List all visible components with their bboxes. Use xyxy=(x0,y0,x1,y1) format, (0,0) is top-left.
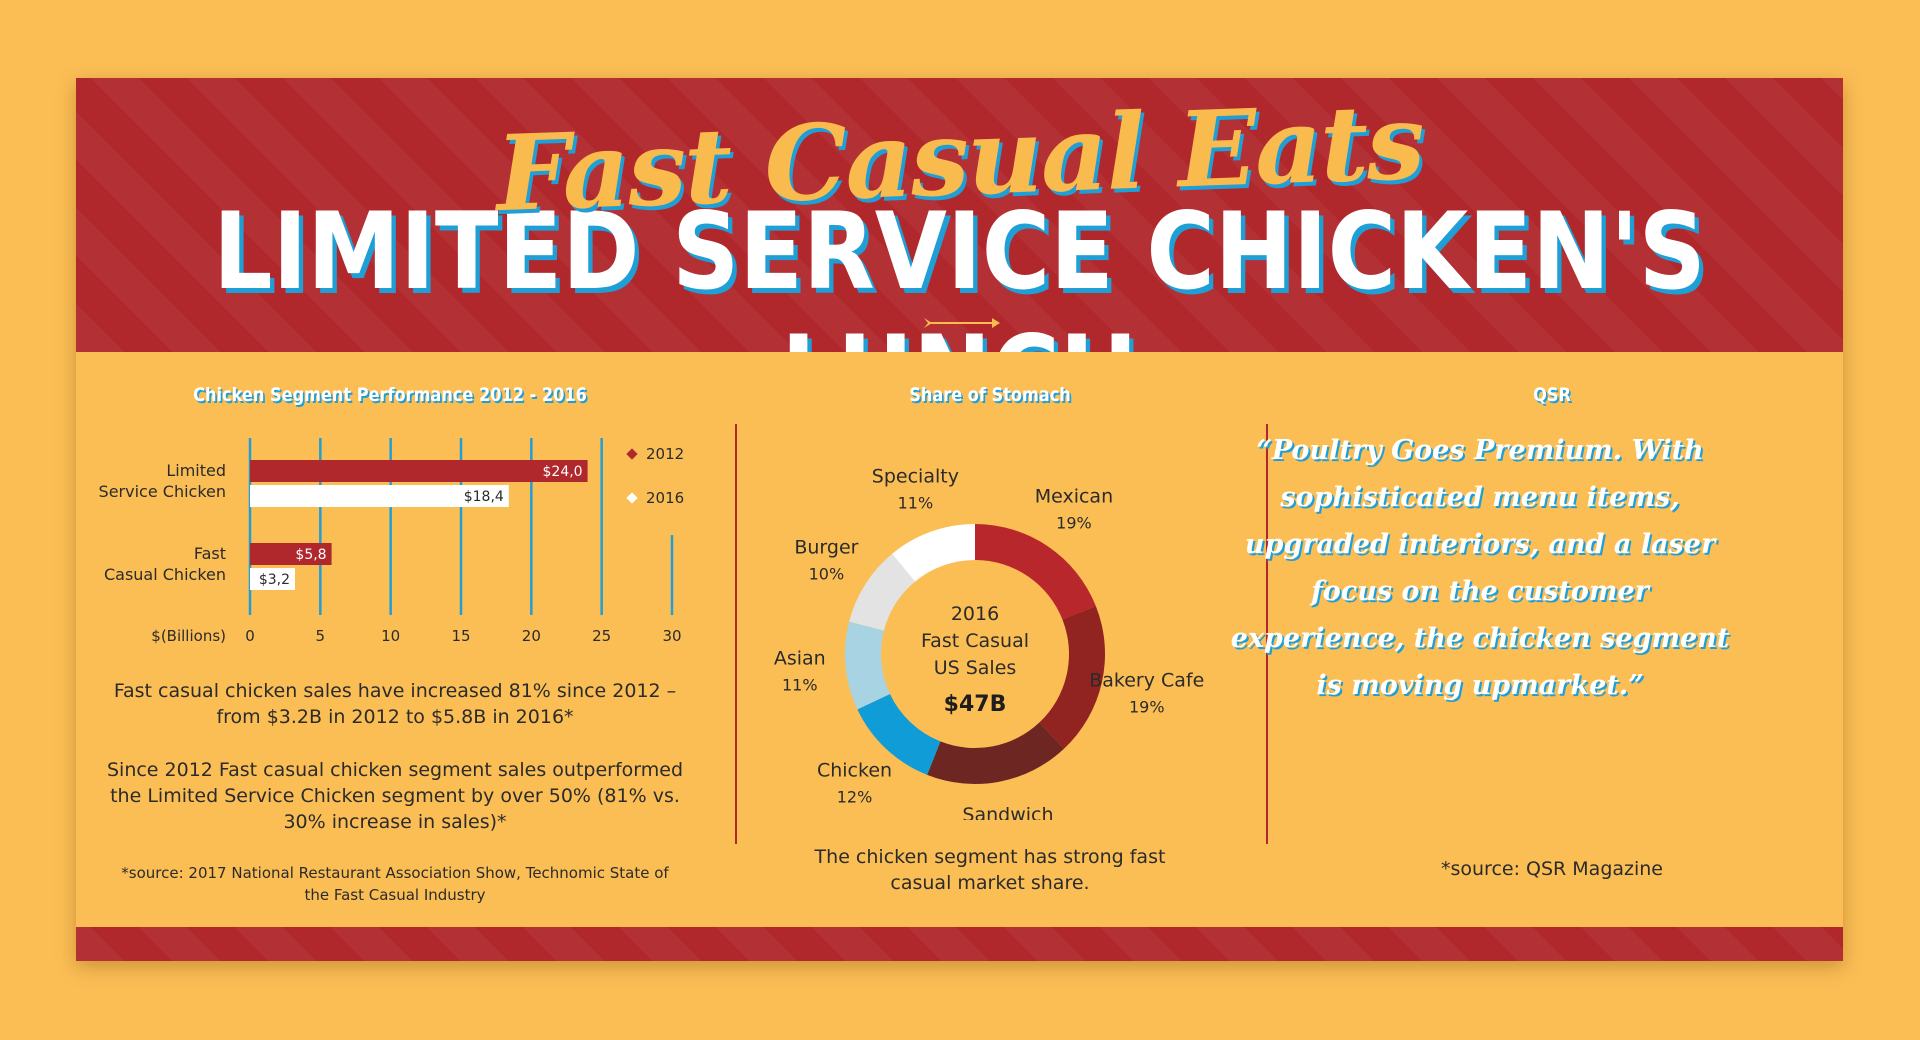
slice-label: Burger xyxy=(794,537,858,559)
legend-label: 2016 xyxy=(646,489,684,507)
donut-slice xyxy=(849,553,916,631)
header-banner: Fast Casual Eats LIMITED SERVICE CHICKEN… xyxy=(76,78,1843,352)
donut-center-value: $47B xyxy=(944,692,1007,717)
middle-caption: The chicken segment has strong fast casu… xyxy=(814,846,1166,894)
right-source: *source: QSR Magazine xyxy=(1440,858,1664,880)
bar-data-label: $3,2 xyxy=(259,572,290,588)
slice-percent: 10% xyxy=(809,565,845,584)
slice-label: Chicken xyxy=(817,759,892,781)
category-label: Limited xyxy=(166,461,226,480)
donut-center-label: US Sales xyxy=(934,657,1017,679)
footer-band xyxy=(76,927,1843,961)
slice-percent: 19% xyxy=(1129,697,1165,716)
legend-label: 2012 xyxy=(646,445,684,463)
x-tick-label: 20 xyxy=(522,627,541,645)
category-label: Fast xyxy=(194,544,226,563)
bar-data-label: $5,8 xyxy=(295,547,326,563)
category-label: Service Chicken xyxy=(99,482,226,501)
slice-label: Specialty xyxy=(872,465,959,487)
bar-2016 xyxy=(250,568,296,590)
donut-slice xyxy=(845,621,890,710)
left-text-1: Fast casual chicken sales have increased… xyxy=(113,680,677,728)
bar-2016 xyxy=(250,485,509,507)
donut-chart-title: Share of Stomach xyxy=(909,384,1071,406)
x-tick-label: 30 xyxy=(662,627,681,645)
divider-left xyxy=(735,424,737,844)
donut-slice xyxy=(1039,606,1105,749)
x-tick-label: 15 xyxy=(451,627,470,645)
x-tick-label: 10 xyxy=(381,627,400,645)
donut-slice xyxy=(892,524,975,582)
donut-center-label: 2016 xyxy=(951,603,999,625)
legend-marker xyxy=(626,448,638,460)
bar-2012 xyxy=(250,543,332,565)
left-text-2: Since 2012 Fast casual chicken segment s… xyxy=(106,759,684,833)
arrow-icon xyxy=(924,318,1000,328)
divider-right xyxy=(1266,424,1268,844)
slice-percent: 19% xyxy=(1056,513,1092,532)
qsr-quote: “Poultry Goes Premium. With sophisticate… xyxy=(1230,435,1730,701)
bar-chart-title: Chicken Segment Performance 2012 - 2016 xyxy=(193,384,587,406)
infographic-card: Fast Casual Eats LIMITED SERVICE CHICKEN… xyxy=(76,78,1843,961)
slice-percent: 12% xyxy=(837,787,873,806)
slice-label: Asian xyxy=(774,648,826,670)
slice-label: Sandwich xyxy=(962,804,1053,820)
x-tick-label: 5 xyxy=(316,627,326,645)
slice-percent: 11% xyxy=(782,676,818,695)
bar-data-label: $18,4 xyxy=(464,489,504,505)
donut-slice xyxy=(857,694,941,775)
bar-2012 xyxy=(250,460,588,482)
donut-slice xyxy=(975,524,1096,620)
main-title: LIMITED SERVICE CHICKEN'S LUNCH xyxy=(213,190,1706,352)
x-tick-label: 0 xyxy=(245,627,255,645)
x-axis-label: $(Billions) xyxy=(151,627,226,645)
slice-percent: 11% xyxy=(898,493,934,512)
qsr-title: QSR xyxy=(1533,384,1571,406)
slice-label: Mexican xyxy=(1035,485,1113,507)
x-tick-label: 25 xyxy=(592,627,611,645)
bar-data-label: $24,0 xyxy=(543,464,583,480)
legend-marker xyxy=(626,492,638,504)
donut-slice xyxy=(927,722,1064,784)
left-source: *source: 2017 National Restaurant Associ… xyxy=(121,864,669,904)
donut-center-label: Fast Casual xyxy=(921,630,1029,652)
slice-label: Bakery Cafe xyxy=(1089,669,1204,691)
category-label: Casual Chicken xyxy=(104,565,226,584)
bar-chart: Limited Service Chicken Fast Casual Chicken… xyxy=(99,438,684,645)
